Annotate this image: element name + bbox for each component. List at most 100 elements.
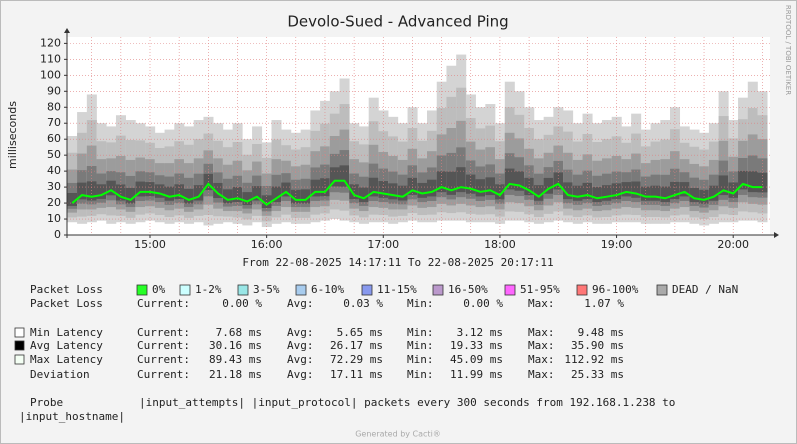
probe-label: Probe xyxy=(30,396,63,409)
smoke-band xyxy=(601,185,612,201)
smoke-band xyxy=(252,186,263,201)
smoke-band xyxy=(174,184,185,200)
smoke-band xyxy=(582,182,593,200)
avg-line xyxy=(71,179,763,206)
smoke-band xyxy=(77,182,88,200)
y-axis-label: milliseconds xyxy=(6,101,19,169)
stat-cell: Current: xyxy=(137,326,190,339)
stat-cell: Avg: xyxy=(287,339,314,352)
smoke-band xyxy=(621,182,632,197)
smoke-band xyxy=(689,187,700,203)
smoke-band xyxy=(631,181,642,198)
y-tick-label: 30 xyxy=(47,180,61,193)
y-tick-label: 40 xyxy=(47,164,61,177)
stat-label: Avg Latency xyxy=(30,339,103,352)
stat-cell: 17.11 ms xyxy=(330,368,383,381)
x-axis-arrow xyxy=(774,232,779,238)
smoke-band xyxy=(708,185,719,201)
legend-swatch xyxy=(237,284,249,296)
smoke-band xyxy=(388,183,399,200)
chart-title: Devolo-Sued - Advanced Ping xyxy=(287,13,508,31)
legend-swatch xyxy=(14,340,25,351)
stat-cell: 9.48 ms xyxy=(578,326,624,339)
y-tick-label: 50 xyxy=(47,148,61,161)
smoke-band xyxy=(300,189,311,204)
stat-cell: 3.12 ms xyxy=(457,326,503,339)
smoke-band xyxy=(213,182,224,199)
smoke-band xyxy=(650,185,661,201)
legend-entry: 51-95% xyxy=(520,283,560,296)
legend-entry: DEAD / NaN xyxy=(672,283,738,296)
smoke-band xyxy=(485,177,496,196)
stat-cell: Max: xyxy=(528,297,555,310)
stat-cell: Avg: xyxy=(287,326,314,339)
smoke-band xyxy=(67,193,78,206)
smoke-band xyxy=(145,182,156,197)
stat-cell: Avg: xyxy=(287,368,314,381)
stat-cell: 35.90 ms xyxy=(571,339,624,352)
smoke-band xyxy=(495,184,506,200)
legend-swatch xyxy=(504,284,516,296)
stat-cell: Min: xyxy=(407,339,434,352)
probe-text: |input_attempts| |input_protocol| packet… xyxy=(139,396,675,409)
smoke-band xyxy=(271,186,282,203)
legend-label: Packet Loss xyxy=(30,297,103,310)
smoke-band xyxy=(446,171,457,195)
x-tick-label: 20:00 xyxy=(717,238,749,251)
x-tick-label: 17:00 xyxy=(367,238,399,251)
smoke-band xyxy=(193,185,204,201)
y-tick-label: 110 xyxy=(40,52,61,65)
smoke-band xyxy=(261,195,272,209)
y-tick-label: 90 xyxy=(47,84,61,97)
smoke-band xyxy=(125,187,136,204)
stat-cell: 0.00 % xyxy=(463,297,503,310)
smoke-band xyxy=(611,183,622,200)
smoke-band xyxy=(504,168,515,190)
stat-label: Min Latency xyxy=(30,326,103,339)
stat-cell: Min: xyxy=(407,297,434,310)
stat-cell: Max: xyxy=(528,339,555,352)
footer: Generated by Cacti® xyxy=(355,430,441,439)
y-tick-label: 120 xyxy=(40,36,61,49)
smoke-band xyxy=(135,181,146,197)
legend-swatch xyxy=(432,284,444,296)
smoke-band xyxy=(222,189,233,204)
x-tick-label: 15:00 xyxy=(134,238,166,251)
legend-entry: 0% xyxy=(152,283,166,296)
smoke-band xyxy=(397,185,408,201)
legend-swatch xyxy=(361,284,373,296)
legend-entry: 96-100% xyxy=(592,283,639,296)
stat-cell: 19.33 ms xyxy=(450,339,503,352)
probe-text: |input_hostname| xyxy=(19,410,125,423)
stat-cell: 5.65 ms xyxy=(337,326,383,339)
stat-cell: 26.17 ms xyxy=(330,339,383,352)
smoke-band xyxy=(407,177,418,195)
legend-swatch xyxy=(179,284,191,296)
stat-cell: 21.18 ms xyxy=(209,368,262,381)
stat-cell: Min: xyxy=(407,368,434,381)
smoke-band xyxy=(757,172,768,193)
x-tick-label: 19:00 xyxy=(601,238,633,251)
smoke-band xyxy=(660,186,671,203)
y-tick-label: 70 xyxy=(47,116,61,129)
y-axis-arrow xyxy=(64,28,70,33)
smoke-band xyxy=(378,181,389,198)
smoke-band xyxy=(524,177,535,196)
stat-cell: 7.68 ms xyxy=(216,326,262,339)
smoke-band xyxy=(329,167,340,187)
y-tick-label: 0 xyxy=(54,228,61,241)
smoke-band xyxy=(563,182,574,200)
smoke-band xyxy=(456,167,467,193)
smoke-band xyxy=(358,187,369,203)
stat-cell: 112.92 ms xyxy=(564,353,624,366)
smoke-band xyxy=(184,188,195,204)
smoke-band xyxy=(514,171,525,191)
x-tick-label: 16:00 xyxy=(251,238,283,251)
stat-cell: 72.29 ms xyxy=(330,353,383,366)
smoke-band xyxy=(543,177,554,194)
y-tick-label: 100 xyxy=(40,68,61,81)
smoke-band xyxy=(349,184,360,200)
stat-cell: Min: xyxy=(407,326,434,339)
stat-cell: 25.33 ms xyxy=(571,368,624,381)
